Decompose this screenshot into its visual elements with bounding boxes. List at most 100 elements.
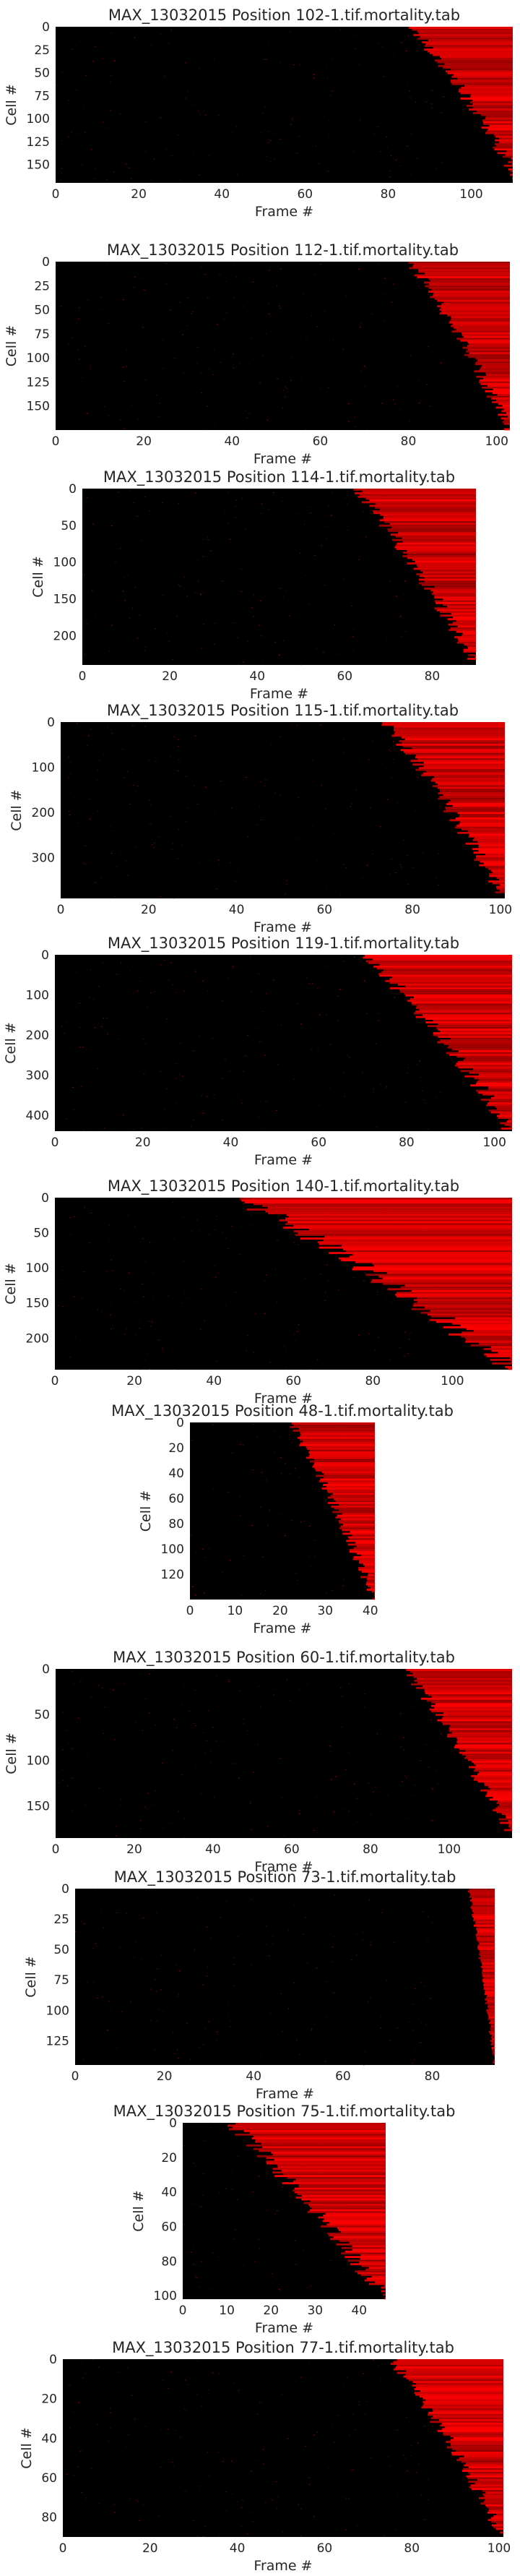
death-cell-row	[473, 1919, 495, 1922]
death-cell-row	[437, 1041, 512, 1044]
x-tick-label: 60	[316, 903, 332, 917]
speck-cell	[84, 345, 86, 347]
death-cell-row	[498, 403, 510, 405]
speck-cell	[307, 1683, 308, 1685]
speck-cell	[134, 276, 136, 278]
death-cell-row	[496, 1811, 512, 1813]
speck-cell	[352, 649, 353, 651]
speck-cell	[389, 1248, 391, 1250]
speck-cell	[280, 1457, 281, 1459]
y-axis-label: Cell #	[19, 2427, 35, 2468]
death-cell-row	[314, 1459, 375, 1461]
death-cell-row	[294, 2191, 386, 2194]
death-cell-row	[456, 1740, 512, 1743]
speck-cell	[258, 2239, 259, 2241]
speck-cell	[119, 419, 121, 421]
death-cell-row	[469, 1889, 495, 1891]
speck-cell	[134, 1334, 136, 1336]
death-cell-row	[472, 1901, 495, 1904]
speck-cell	[66, 1785, 69, 1787]
death-cell-row	[448, 1726, 512, 1729]
speck-cell	[441, 982, 443, 984]
speck-cell	[200, 372, 202, 374]
death-cell-row	[318, 1246, 512, 1249]
death-cell-row	[433, 292, 510, 295]
y-tick-label: 20	[168, 1441, 184, 1456]
death-cell-row	[415, 754, 505, 757]
death-cell-row	[375, 506, 476, 509]
death-cell-row	[446, 2440, 503, 2443]
chart-title: MAX_13032015 Position 73-1.tif.mortality…	[114, 1868, 456, 1886]
speck-cell	[275, 2481, 277, 2483]
speck-cell	[145, 1808, 147, 1809]
speck-cell	[237, 2199, 238, 2200]
speck-cell	[431, 107, 433, 108]
death-cell-row	[443, 1715, 512, 1718]
death-cell-row	[475, 1089, 512, 1092]
speck-cell	[78, 1003, 79, 1004]
death-cell-row	[471, 1774, 512, 1777]
speck-cell	[228, 523, 230, 525]
death-cell-row	[463, 651, 476, 653]
speck-cell	[145, 1928, 147, 1930]
death-cell-row	[482, 1975, 495, 1978]
speck-cell	[122, 366, 124, 368]
death-cell-row	[450, 1725, 512, 1727]
y-tick-label: 80	[41, 2511, 57, 2525]
death-cell-row	[491, 2041, 495, 2044]
speck-cell	[389, 1281, 391, 1282]
death-cell-row	[388, 530, 476, 533]
speck-cell	[389, 580, 391, 582]
speck-cell	[214, 1276, 216, 1278]
x-tick-label: 40	[249, 669, 265, 684]
speck-cell	[87, 735, 89, 737]
death-cell-row	[480, 382, 510, 385]
death-cell-row	[313, 1464, 375, 1467]
death-cell-row	[474, 1917, 495, 1920]
death-cell-row	[492, 871, 505, 874]
speck-cell	[269, 140, 271, 142]
speck-cell	[219, 2192, 220, 2194]
death-cell-row	[511, 1360, 512, 1363]
speck-cell	[264, 1313, 266, 1314]
speck-cell	[311, 315, 313, 317]
death-cell-row	[439, 789, 505, 791]
death-cell-row	[416, 564, 476, 567]
death-cell-row	[504, 418, 510, 421]
death-cell-row	[452, 2448, 503, 2450]
death-cell-row	[408, 262, 510, 264]
speck-cell	[201, 2261, 202, 2262]
speck-cell	[358, 559, 360, 560]
death-cell-row	[497, 1806, 512, 1808]
y-tick-label: 100	[154, 2289, 177, 2304]
death-cell-row	[462, 2468, 503, 2470]
death-cell-row	[493, 146, 513, 149]
death-cell-row	[462, 1753, 512, 1756]
speck-cell	[178, 828, 179, 830]
speck-cell	[372, 741, 373, 742]
death-cell-row	[468, 2481, 503, 2483]
speck-cell	[266, 419, 269, 421]
speck-cell	[82, 2377, 84, 2379]
y-tick-label: 125	[27, 135, 50, 150]
death-cell-row	[424, 48, 513, 51]
death-cell-row	[466, 105, 513, 107]
death-cell-row	[473, 1778, 512, 1781]
x-tick-label: 0	[179, 2304, 187, 2318]
death-cell-row	[481, 1966, 495, 1968]
speck-cell	[231, 1979, 233, 1980]
death-cell-row	[428, 50, 513, 53]
death-cell-row	[464, 2455, 503, 2457]
death-cell-row	[485, 372, 510, 374]
death-cell-row	[491, 2517, 503, 2520]
death-cell-row	[490, 2029, 495, 2032]
speck-cell	[127, 875, 129, 876]
speck-cell	[153, 847, 155, 849]
death-cell-row	[493, 1809, 512, 1812]
death-cell-row	[488, 2507, 503, 2510]
speck-cell	[384, 2535, 386, 2536]
death-cell-row	[417, 276, 510, 278]
speck-cell	[274, 1430, 275, 1432]
speck-cell	[158, 416, 160, 418]
death-cell-row	[467, 658, 476, 660]
